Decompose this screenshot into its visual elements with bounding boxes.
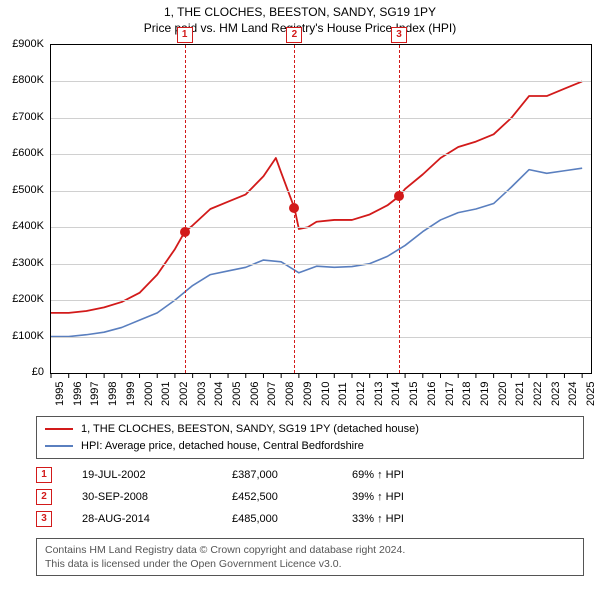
legend-label-hpi: HPI: Average price, detached house, Cent… xyxy=(81,438,364,455)
x-tick-label: 2000 xyxy=(143,382,155,406)
legend-row-hpi: HPI: Average price, detached house, Cent… xyxy=(45,438,575,455)
attribution-box: Contains HM Land Registry data © Crown c… xyxy=(36,538,584,576)
x-tick-label: 2015 xyxy=(408,382,420,406)
event-row: 2 30-SEP-2008£452,50039% ↑ HPI xyxy=(36,486,566,508)
event-vline xyxy=(185,45,186,373)
x-tick-label: 2004 xyxy=(213,382,225,406)
title-line1: 1, THE CLOCHES, BEESTON, SANDY, SG19 1PY xyxy=(0,4,600,20)
event-row-date: 30-SEP-2008 xyxy=(82,491,232,503)
event-flag: 3 xyxy=(391,27,407,43)
event-row-pct: 33% ↑ HPI xyxy=(352,513,472,525)
event-row-price: £485,000 xyxy=(232,513,352,525)
x-tick-label: 1995 xyxy=(54,382,66,406)
series-line-property_price xyxy=(51,81,582,312)
event-flag: 2 xyxy=(286,27,302,43)
y-tick-label: £0 xyxy=(32,366,44,378)
event-row: 1 19-JUL-2002£387,00069% ↑ HPI xyxy=(36,464,566,486)
x-tick-label: 2006 xyxy=(249,382,261,406)
x-tick-label: 1996 xyxy=(72,382,84,406)
event-row-flag: 2 xyxy=(36,489,52,505)
chart-lines-svg xyxy=(51,45,591,373)
grid-line-h xyxy=(51,264,591,265)
event-marker xyxy=(289,203,299,213)
event-row: 3 28-AUG-2014£485,00033% ↑ HPI xyxy=(36,508,566,530)
event-row-pct: 39% ↑ HPI xyxy=(352,491,472,503)
x-tick-label: 1999 xyxy=(125,382,137,406)
x-tick-label: 2022 xyxy=(532,382,544,406)
chart-container: 1, THE CLOCHES, BEESTON, SANDY, SG19 1PY… xyxy=(0,0,600,590)
y-tick-label: £100K xyxy=(12,330,44,342)
x-axis-labels: 1995 1996 1997 1998 1999 2000 2001 2002 2003 2004… xyxy=(50,376,590,416)
x-tick-label: 2007 xyxy=(266,382,278,406)
y-tick-label: £700K xyxy=(12,111,44,123)
y-tick-label: £400K xyxy=(12,220,44,232)
legend-swatch-property xyxy=(45,428,73,430)
x-tick-label: 2003 xyxy=(196,382,208,406)
grid-line-h xyxy=(51,118,591,119)
event-row-pct: 69% ↑ HPI xyxy=(352,469,472,481)
x-tick-label: 2001 xyxy=(160,382,172,406)
x-tick-label: 2010 xyxy=(320,382,332,406)
legend-box: 1, THE CLOCHES, BEESTON, SANDY, SG19 1PY… xyxy=(36,416,584,459)
x-tick-label: 1997 xyxy=(89,382,101,406)
y-tick-label: £200K xyxy=(12,293,44,305)
y-axis-labels: £0£100K£200K£300K£400K£500K£600K£700K£80… xyxy=(0,44,48,372)
event-row-flag: 1 xyxy=(36,467,52,483)
y-tick-label: £600K xyxy=(12,147,44,159)
x-tick-label: 2002 xyxy=(178,382,190,406)
y-tick-label: £900K xyxy=(12,38,44,50)
event-row-flag: 3 xyxy=(36,511,52,527)
y-tick-label: £800K xyxy=(12,74,44,86)
grid-line-h xyxy=(51,191,591,192)
attribution-line1: Contains HM Land Registry data © Crown c… xyxy=(45,543,575,557)
x-tick-label: 2017 xyxy=(444,382,456,406)
x-tick-label: 2011 xyxy=(337,382,349,406)
x-tick-label: 2020 xyxy=(497,382,509,406)
grid-line-h xyxy=(51,81,591,82)
event-row-price: £387,000 xyxy=(232,469,352,481)
x-tick-label: 2008 xyxy=(284,382,296,406)
x-tick-label: 2009 xyxy=(302,382,314,406)
x-tick-label: 2013 xyxy=(373,382,385,406)
x-tick-label: 2025 xyxy=(585,382,597,406)
attribution-line2: This data is licensed under the Open Gov… xyxy=(45,557,575,571)
event-marker xyxy=(394,191,404,201)
event-flag: 1 xyxy=(177,27,193,43)
legend-row-property: 1, THE CLOCHES, BEESTON, SANDY, SG19 1PY… xyxy=(45,421,575,438)
x-tick-label: 2012 xyxy=(355,382,367,406)
event-row-date: 28-AUG-2014 xyxy=(82,513,232,525)
x-tick-label: 2023 xyxy=(550,382,562,406)
x-tick-label: 2018 xyxy=(461,382,473,406)
series-line-hpi xyxy=(51,168,582,336)
y-tick-label: £500K xyxy=(12,184,44,196)
x-tick-label: 2019 xyxy=(479,382,491,406)
grid-line-h xyxy=(51,227,591,228)
x-tick-label: 2021 xyxy=(514,382,526,406)
grid-line-h xyxy=(51,300,591,301)
x-tick-label: 2014 xyxy=(390,382,402,406)
x-tick-label: 1998 xyxy=(107,382,119,406)
grid-line-h xyxy=(51,154,591,155)
grid-line-h xyxy=(51,337,591,338)
x-tick-label: 2005 xyxy=(231,382,243,406)
event-vline xyxy=(399,45,400,373)
x-tick-label: 2024 xyxy=(567,382,579,406)
legend-label-property: 1, THE CLOCHES, BEESTON, SANDY, SG19 1PY… xyxy=(81,421,419,438)
x-tick-label: 2016 xyxy=(426,382,438,406)
chart-plot-area: 123 xyxy=(50,44,592,374)
events-table: 1 19-JUL-2002£387,00069% ↑ HPI 2 30-SEP-200… xyxy=(36,464,566,530)
event-row-price: £452,500 xyxy=(232,491,352,503)
event-marker xyxy=(180,227,190,237)
event-row-date: 19-JUL-2002 xyxy=(82,469,232,481)
y-tick-label: £300K xyxy=(12,257,44,269)
legend-swatch-hpi xyxy=(45,445,73,447)
